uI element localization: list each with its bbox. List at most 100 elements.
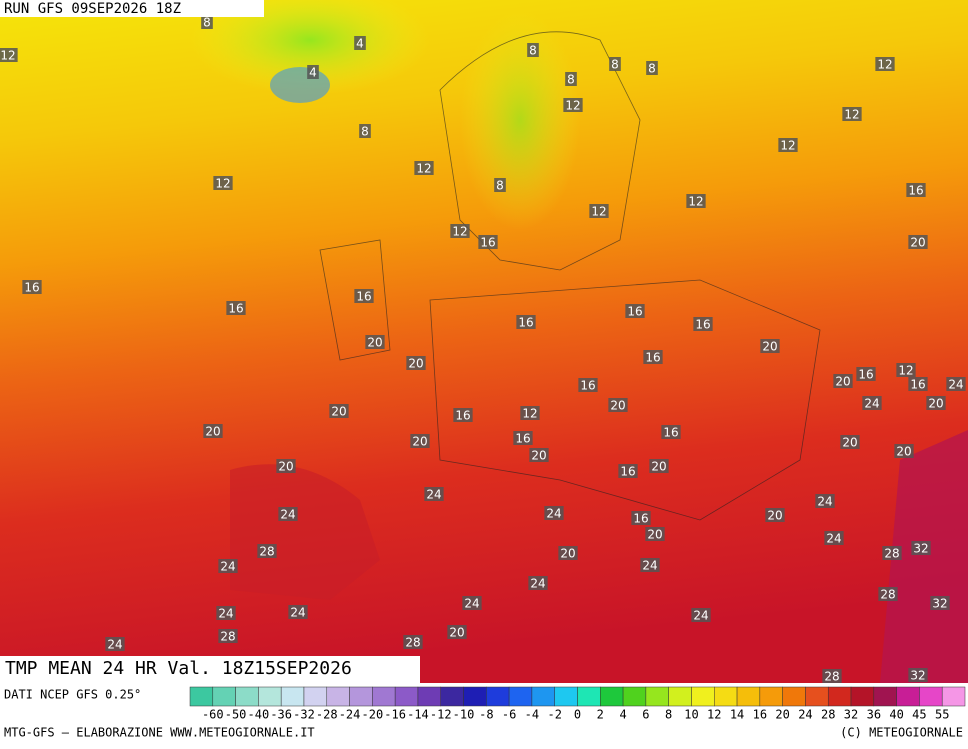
- contour-label: 12: [520, 406, 540, 421]
- contour-label-box: [926, 396, 946, 410]
- contour-label-box: [201, 15, 213, 29]
- contour-label-text: 8: [203, 16, 211, 30]
- contour-label: 16: [578, 378, 598, 393]
- contour-label: 20: [608, 398, 628, 413]
- contour-label: 12: [450, 224, 470, 239]
- contour-label: 16: [908, 377, 928, 392]
- colorbar-label: 36: [867, 708, 881, 722]
- contour-label-text: 16: [228, 302, 243, 316]
- contour-label-text: 32: [913, 542, 928, 556]
- contour-label-box: [329, 404, 349, 418]
- colorbar-label: -16: [384, 708, 406, 722]
- contour-label: 20: [447, 625, 467, 640]
- contour-label-box: [608, 398, 628, 412]
- contour-label-box: [226, 301, 246, 315]
- colorbar-swatch: [714, 686, 738, 707]
- contour-label-box: [840, 435, 860, 449]
- contour-label: 20: [645, 527, 665, 542]
- contour-label: 24: [815, 494, 835, 509]
- contour-label: 20: [765, 508, 785, 523]
- footer-left: MTG-GFS — ELABORAZIONE WWW.METEOGIORNALE…: [4, 726, 315, 740]
- contour-label-box: [529, 448, 549, 462]
- colorbar-swatch: [372, 686, 396, 707]
- contour-label-text: 16: [24, 281, 39, 295]
- contour-label-text: 32: [932, 597, 947, 611]
- contour-label-box: [520, 406, 540, 420]
- colorbar-label: -60: [202, 708, 224, 722]
- colorbar-label: -50: [225, 708, 247, 722]
- colorbar-label: 2: [597, 708, 604, 722]
- contour-label: 16: [354, 289, 374, 304]
- colorbar-label: 0: [574, 708, 581, 722]
- contour-label-box: [778, 138, 798, 152]
- contour-label: 20: [908, 235, 928, 250]
- contour-label: 20: [649, 459, 669, 474]
- contour-label: 20: [406, 356, 426, 371]
- contour-label-box: [307, 65, 319, 79]
- colorbar-label: 8: [665, 708, 672, 722]
- contour-label-text: 16: [515, 432, 530, 446]
- contour-label-box: [544, 506, 564, 520]
- contour-label: 16: [478, 235, 498, 250]
- contour-label: 20: [840, 435, 860, 450]
- contour-label-box: [578, 378, 598, 392]
- colorbar-label: -4: [525, 708, 539, 722]
- contour-label-text: 20: [910, 236, 925, 250]
- contour-label-box: [565, 72, 577, 86]
- colorbar-label: -40: [248, 708, 270, 722]
- contour-label: 32: [908, 668, 928, 683]
- contour-label-box: [462, 596, 482, 610]
- contour-label-box: [908, 235, 928, 249]
- colorbar-label: -32: [293, 708, 315, 722]
- contour-label: 12: [875, 57, 895, 72]
- contour-label: 20: [365, 335, 385, 350]
- contour-label-box: [453, 408, 473, 422]
- contour-label: 8: [527, 43, 539, 58]
- colorbar-swatch: [941, 686, 966, 707]
- contour-label-text: 20: [896, 445, 911, 459]
- contour-label: 24: [946, 377, 966, 392]
- contour-label-text: 12: [416, 162, 431, 176]
- contour-label-text: 20: [408, 357, 423, 371]
- map-title: TMP MEAN 24 HR Val. 18Z15SEP2026: [5, 658, 352, 679]
- colorbar-swatch: [235, 686, 259, 707]
- contour-label-box: [478, 235, 498, 249]
- contour-label-text: 20: [331, 405, 346, 419]
- contour-label-box: [354, 289, 374, 303]
- contour-label-text: 12: [688, 195, 703, 209]
- contour-label-box: [661, 425, 681, 439]
- contour-label-text: 24: [817, 495, 832, 509]
- colorbar-swatch: [600, 686, 624, 707]
- contour-label: 24: [424, 487, 444, 502]
- contour-label-box: [643, 350, 663, 364]
- contour-label-box: [513, 431, 533, 445]
- contour-label-text: 24: [220, 560, 235, 574]
- iberia-warm: [230, 464, 380, 600]
- contour-label: 24: [691, 608, 711, 623]
- colorbar-swatch: [212, 686, 236, 707]
- contour-label-box: [906, 183, 926, 197]
- contour-label-text: 8: [361, 125, 369, 139]
- contour-label: 24: [216, 606, 236, 621]
- colorbar-label: 45: [912, 708, 926, 722]
- colorbar-swatch: [349, 686, 373, 707]
- contour-label-text: 8: [567, 73, 575, 87]
- contour-label-text: 16: [580, 379, 595, 393]
- contour-label-text: 20: [412, 435, 427, 449]
- contour-label: 24: [544, 506, 564, 521]
- contour-label-box: [691, 608, 711, 622]
- contour-label-text: 28: [824, 670, 839, 684]
- colorbar-swatch: [805, 686, 829, 707]
- contour-label-box: [216, 606, 236, 620]
- contour-label-box: [218, 629, 238, 643]
- colorbar-swatch: [303, 686, 328, 707]
- contour-label-text: 20: [842, 436, 857, 450]
- contour-label-text: 20: [449, 626, 464, 640]
- contour-label-text: 20: [367, 336, 382, 350]
- contour-label: 24: [640, 558, 660, 573]
- contour-label: 16: [631, 511, 651, 526]
- contour-label-box: [558, 546, 578, 560]
- contour-label: 12: [589, 204, 609, 219]
- contour-label: 20: [760, 339, 780, 354]
- colorbar-swatch: [691, 686, 715, 707]
